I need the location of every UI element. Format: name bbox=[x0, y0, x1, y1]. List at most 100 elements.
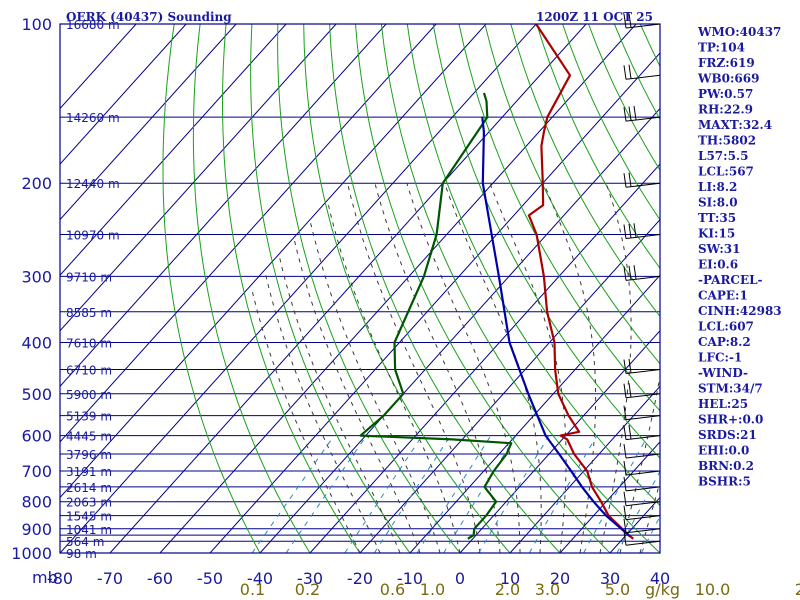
stat-item: L57:5.5 bbox=[698, 149, 748, 163]
stat-item: WMO:40437 bbox=[697, 25, 781, 39]
profile-series bbox=[359, 24, 634, 540]
height-label: 5139 m bbox=[66, 410, 112, 424]
wind-barb-flag bbox=[633, 105, 637, 121]
height-label: 1545 m bbox=[66, 510, 112, 524]
pressure-tick-label: 100 bbox=[21, 15, 52, 34]
wind-barb-flag bbox=[623, 383, 627, 398]
pressure-tick-label: 400 bbox=[21, 334, 52, 353]
wind-barb-flag bbox=[623, 491, 627, 506]
isotherm-0 bbox=[459, 330, 660, 553]
height-label: 6710 m bbox=[66, 364, 112, 378]
mixing-ratio-line-9 bbox=[616, 470, 660, 553]
isotherm--70 bbox=[109, 24, 587, 553]
wind-barb bbox=[623, 443, 661, 459]
wind-barb-staff bbox=[625, 116, 661, 122]
wind-barb bbox=[623, 531, 661, 546]
wind-barb bbox=[623, 64, 661, 80]
mixing-ratio-label: 0.1 bbox=[240, 580, 265, 599]
height-labels: 16680 m 14260 m 12440 m 10970 m 9710 m 8585 m… bbox=[66, 18, 120, 561]
wind-barb bbox=[623, 383, 661, 399]
temperature-tick-label: 40 bbox=[650, 569, 670, 588]
mixing-ratio-label: 10.0 bbox=[695, 580, 731, 599]
stat-item: EHI:0.0 bbox=[698, 444, 749, 458]
dry-adiabat--10 bbox=[250, 24, 411, 553]
mixing-ratio-line-8 bbox=[583, 435, 649, 553]
mixing-ratio-label: 3.0 bbox=[535, 580, 560, 599]
dry-adiabat-60 bbox=[432, 24, 660, 459]
wind-barb-flag bbox=[623, 505, 627, 520]
moist-adiabat-24 bbox=[543, 183, 597, 553]
moist-adiabat-8 bbox=[374, 183, 501, 553]
pressure-tick-labels: 100 200 300 400 500 600 700 800 900 1000 bbox=[11, 15, 52, 563]
height-label: 3191 m bbox=[66, 465, 112, 479]
dry-adiabat--40 bbox=[162, 24, 261, 553]
dry-adiabat--30 bbox=[192, 24, 311, 553]
pressure-tick-label: 1000 bbox=[11, 544, 52, 563]
isotherm--140 bbox=[60, 24, 237, 221]
stat-item: SW:31 bbox=[698, 242, 740, 256]
isotherm--90 bbox=[60, 24, 487, 499]
height-label: 8585 m bbox=[66, 306, 112, 320]
stat-item: RH:22.9 bbox=[698, 103, 753, 117]
dry-adiabat--20 bbox=[221, 24, 361, 553]
temperature-tick-label: 20 bbox=[550, 569, 570, 588]
wind-barb-flag bbox=[628, 172, 632, 187]
moist-adiabat--16 bbox=[264, 272, 381, 553]
wind-barb-flag bbox=[628, 358, 632, 374]
wind-barb-flag bbox=[628, 106, 632, 121]
isotherm--40 bbox=[259, 107, 660, 553]
stat-item: TP:104 bbox=[698, 41, 745, 55]
mixing-ratio-line-0 bbox=[251, 435, 335, 553]
wind-barb-staff bbox=[625, 528, 661, 534]
wind-barb-flag bbox=[623, 13, 627, 29]
moist-adiabat-16 bbox=[444, 183, 542, 553]
wind-barb-staff bbox=[625, 182, 661, 188]
chart-time: 1200Z 11 OCT 25 bbox=[536, 10, 653, 24]
wind-barb-flag bbox=[623, 476, 627, 491]
series-temperature-line bbox=[527, 24, 634, 540]
wind-barb bbox=[623, 476, 661, 492]
stat-item: LCL:567 bbox=[698, 165, 754, 179]
stat-item: BSHR:5 bbox=[698, 475, 751, 489]
stat-item: LFC:-1 bbox=[698, 351, 742, 365]
wind-barb bbox=[623, 265, 661, 281]
series-parcel-line bbox=[481, 117, 631, 538]
wind-barb-flag bbox=[623, 266, 627, 281]
stat-item: EI:0.6 bbox=[698, 258, 738, 272]
isotherm-20 bbox=[559, 441, 660, 553]
wind-barb bbox=[623, 13, 661, 29]
wind-barb-flag bbox=[623, 425, 627, 440]
moist-adiabat-32 bbox=[619, 373, 660, 553]
wind-barb bbox=[623, 491, 661, 507]
pressure-tick-label: 600 bbox=[21, 427, 52, 446]
stat-item: HEL:25 bbox=[698, 397, 748, 411]
stat-item: CINH:42983 bbox=[698, 304, 782, 318]
wind-barb-staff bbox=[625, 501, 661, 507]
temperature-tick-label: -50 bbox=[197, 569, 223, 588]
temperature-tick-label: -70 bbox=[97, 569, 123, 588]
moist-adiabat-12 bbox=[406, 183, 521, 553]
wind-barb-flag bbox=[628, 223, 632, 238]
moist-adiabat-28 bbox=[599, 183, 632, 553]
mixing-ratio-labels: 0.10.20.61.02.03.05.010.020.030.040.0 bbox=[240, 580, 800, 599]
isotherm--50 bbox=[209, 52, 660, 553]
dry-adiabats bbox=[162, 24, 660, 553]
wind-barb-flag bbox=[623, 224, 627, 239]
mixing-ratio-line-1 bbox=[285, 435, 367, 553]
isotherm--150 bbox=[60, 24, 187, 165]
stat-item: CAP:8.2 bbox=[698, 335, 751, 349]
wind-barb bbox=[623, 223, 661, 240]
mixing-ratio-lines bbox=[251, 435, 660, 553]
pressure-tick-label: 200 bbox=[21, 174, 52, 193]
stat-item: KI:15 bbox=[698, 227, 735, 241]
stat-item: -WIND- bbox=[698, 366, 748, 380]
wind-barb bbox=[623, 172, 661, 188]
mixing-ratio-label: 20.0 bbox=[795, 580, 800, 599]
temperature-tick-label: 0 bbox=[455, 569, 465, 588]
wind-barbs bbox=[623, 13, 661, 546]
mixing-ratio-label: 5.0 bbox=[605, 580, 630, 599]
mixing-ratio-line-2 bbox=[344, 435, 423, 553]
moist-adiabat-4 bbox=[347, 183, 481, 553]
